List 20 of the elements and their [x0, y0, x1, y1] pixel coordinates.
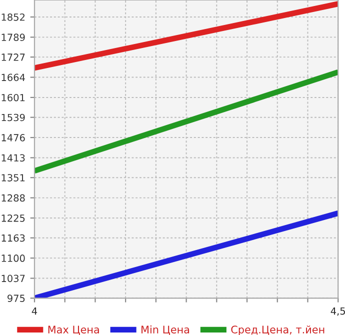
y-tick-label: 1664 — [2, 74, 25, 82]
y-tick-label: 1539 — [2, 114, 25, 122]
y-tick-label: 1852 — [2, 13, 24, 21]
x-tick-label: 4 — [32, 307, 38, 315]
y-tick-label: 1288 — [2, 194, 25, 202]
y-tick-label: 1476 — [2, 134, 25, 142]
legend-label: Max Цена — [48, 326, 99, 335]
y-tick-label: 1413 — [2, 154, 25, 162]
y-tick-label: 1727 — [2, 54, 25, 61]
legend-label: Сред.Цена, т.йен — [231, 325, 324, 335]
x-tick-label: 4,5 — [330, 307, 345, 316]
legend-label: Min Цена — [142, 325, 190, 335]
y-tick-label: 1225 — [2, 214, 25, 222]
y-tick-label: 1601 — [2, 94, 25, 102]
y-tick-label: 975 — [8, 294, 25, 302]
y-tick-label: 1351 — [2, 174, 25, 182]
y-tick-label: 1100 — [2, 254, 25, 262]
y-tick-label: 1037 — [2, 274, 25, 282]
y-tick-label: 1789 — [2, 34, 25, 42]
y-tick-label: 1163 — [2, 234, 25, 242]
